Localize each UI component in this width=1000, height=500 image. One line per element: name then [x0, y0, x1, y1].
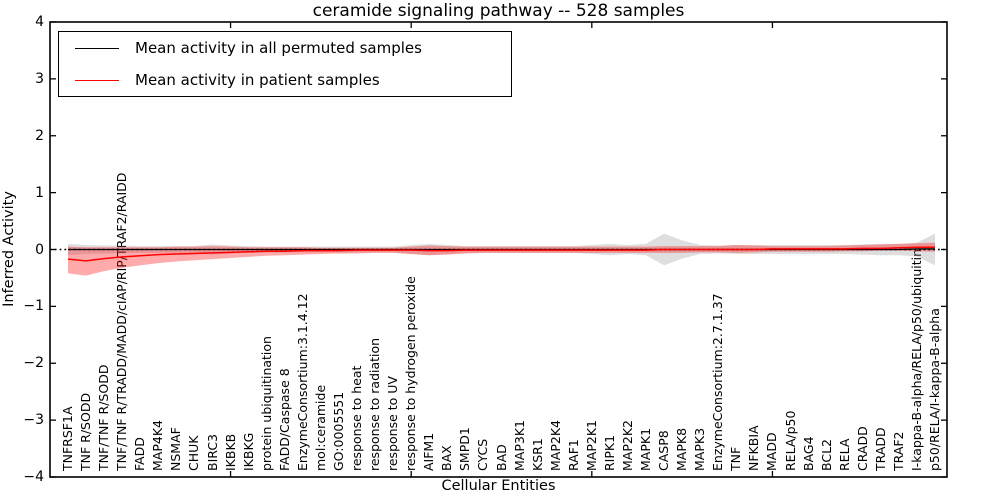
y-tick-label: 4 [35, 14, 44, 30]
chart-title: ceramide signaling pathway -- 528 sample… [312, 1, 685, 21]
permuted-line-swatch [75, 47, 119, 49]
y-tick-label: 3 [35, 70, 44, 87]
legend-label-permuted: Mean activity in all permuted samples [135, 39, 422, 57]
patient-line-swatch [75, 79, 119, 81]
y-tick-label: −1 [23, 298, 44, 315]
y-tick-label: 2 [35, 127, 44, 144]
legend-entry-permuted: Mean activity in all permuted samples [59, 32, 511, 64]
y-tick-label: −3 [23, 412, 44, 429]
x-axis-label: Cellular Entities [441, 478, 556, 494]
legend: Mean activity in all permuted samples Me… [58, 31, 512, 97]
band-series-1 [68, 242, 935, 276]
y-tick-label: −2 [23, 355, 44, 372]
legend-label-patient: Mean activity in patient samples [135, 71, 380, 89]
mean-line-series-1 [67, 246, 935, 262]
legend-entry-patient: Mean activity in patient samples [59, 64, 511, 96]
y-tick-label: −4 [23, 469, 44, 485]
y-tick-label: 1 [35, 184, 44, 201]
y-tick-label: 0 [35, 241, 44, 258]
